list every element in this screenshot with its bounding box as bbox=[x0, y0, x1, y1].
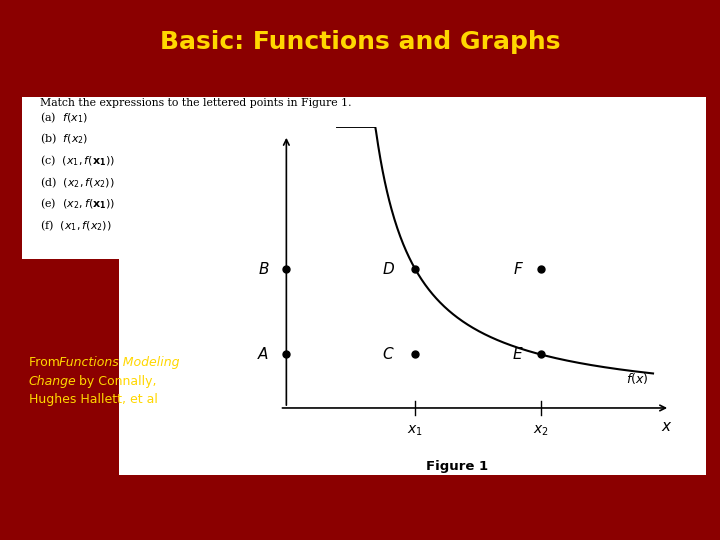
Text: (a)  $f(x_1)$: (a) $f(x_1)$ bbox=[40, 110, 88, 125]
Text: (c)  $(x_1, f(\mathbf{x_1}))$: (c) $(x_1, f(\mathbf{x_1}))$ bbox=[40, 153, 114, 168]
Text: Change: Change bbox=[29, 375, 76, 388]
Text: $f(x)$: $f(x)$ bbox=[626, 371, 649, 386]
Text: $F$: $F$ bbox=[513, 261, 524, 277]
Text: by Connally,: by Connally, bbox=[75, 375, 156, 388]
Text: Hughes Hallett, et al: Hughes Hallett, et al bbox=[29, 393, 158, 406]
Text: Basic: Functions and Graphs: Basic: Functions and Graphs bbox=[160, 30, 560, 53]
Text: (e)  $(x_2, f(\mathbf{x_1}))$: (e) $(x_2, f(\mathbf{x_1}))$ bbox=[40, 197, 115, 211]
Text: Figure 1: Figure 1 bbox=[426, 460, 488, 473]
Text: $C$: $C$ bbox=[382, 347, 395, 362]
Text: (b)  $f(x_2)$: (b) $f(x_2)$ bbox=[40, 132, 88, 146]
Text: $D$: $D$ bbox=[382, 261, 395, 277]
Text: $A$: $A$ bbox=[257, 347, 269, 362]
Text: Match the expressions to the lettered points in Figure 1.: Match the expressions to the lettered po… bbox=[40, 98, 351, 109]
Text: $B$: $B$ bbox=[258, 261, 269, 277]
Text: Functions Modeling: Functions Modeling bbox=[59, 356, 179, 369]
Text: $x_2$: $x_2$ bbox=[533, 424, 549, 438]
Text: (f)  $(x_1, f(x_2))$: (f) $(x_1, f(x_2))$ bbox=[40, 218, 111, 233]
Text: $E$: $E$ bbox=[513, 347, 524, 362]
Text: From: From bbox=[29, 356, 63, 369]
Text: (d)  $(x_2, f(x_2))$: (d) $(x_2, f(x_2))$ bbox=[40, 175, 114, 190]
Text: $x_1$: $x_1$ bbox=[408, 424, 423, 438]
Text: $x$: $x$ bbox=[661, 418, 672, 434]
